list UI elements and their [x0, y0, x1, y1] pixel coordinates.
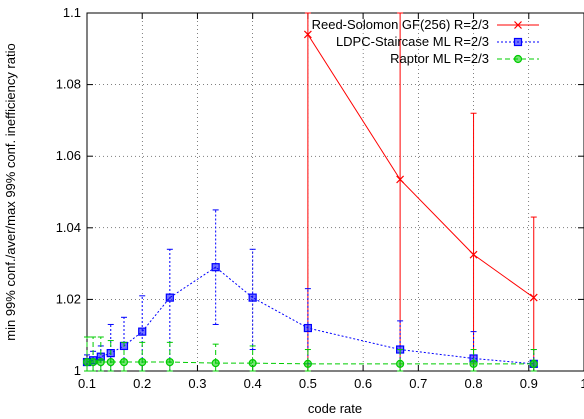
- data-point-stroke: [469, 250, 478, 259]
- series-1: [82, 209, 538, 372]
- data-point: [88, 357, 98, 367]
- y-tick-label: 1.02: [56, 291, 81, 306]
- y-tick-label: 1: [74, 363, 81, 378]
- x-tick-label: 0.3: [188, 376, 206, 391]
- data-point: [248, 359, 257, 368]
- data-point: [165, 293, 174, 302]
- legend-marker-stroke: [514, 21, 522, 29]
- data-point: [138, 357, 147, 367]
- legend-marker: [513, 37, 523, 47]
- data-point-stroke: [396, 175, 405, 184]
- legend-marker: [513, 54, 523, 64]
- x-tick-label: 0.1: [78, 376, 96, 391]
- y-tick-label: 1.04: [56, 220, 81, 235]
- x-axis-label: code rate: [308, 401, 362, 416]
- x-tick-label: 0.7: [409, 376, 427, 391]
- series-0: [303, 12, 538, 372]
- x-tick-label: 1: [580, 376, 584, 391]
- data-point: [469, 250, 478, 259]
- data-point: [138, 327, 147, 336]
- series-line: [307, 34, 535, 299]
- series-2: [82, 336, 538, 372]
- data-point: [119, 357, 129, 367]
- data-point: [303, 359, 312, 368]
- grid: [87, 13, 584, 371]
- x-tick-label: 0.5: [299, 376, 317, 391]
- y-tick-label: 1.08: [56, 77, 81, 92]
- x-tick-label: 0.8: [465, 376, 483, 391]
- data-point: [529, 293, 538, 302]
- data-point: [106, 357, 115, 367]
- plot-frame: [86, 12, 584, 372]
- data-point: [248, 293, 257, 302]
- y-axis-label: min 99% conf./aver/max 99% conf. ineffic…: [3, 43, 18, 340]
- x-tick-label: 0.9: [520, 376, 538, 391]
- x-tick-label: 0.4: [244, 376, 262, 391]
- legend-label: Reed-Solomon GF(256) R=2/3: [312, 17, 489, 32]
- axes: 0.1 0.2 0.3 0.4 0.5 0.6 0.7 0.8 0.9 1 1 1.02 1.04 1.0…: [56, 5, 584, 391]
- data-point-stroke: [303, 30, 312, 39]
- data-point: [303, 323, 312, 333]
- y-tick-label: 1.1: [63, 5, 81, 20]
- data-point: [165, 357, 174, 367]
- legend-label: Raptor ML R=2/3: [390, 51, 489, 66]
- data-point: [211, 263, 220, 272]
- series-layer: [82, 12, 538, 372]
- data-point: [396, 175, 405, 184]
- data-point: [396, 359, 405, 368]
- legend: Reed-Solomon GF(256) R=2/3 LDPC-Staircase…: [312, 17, 539, 66]
- legend-label: LDPC-Staircase ML R=2/3: [336, 34, 489, 49]
- y-tick-label: 1.06: [56, 148, 81, 163]
- data-point: [211, 359, 220, 368]
- data-point-stroke: [529, 293, 538, 302]
- data-point: [96, 357, 105, 367]
- x-tick-label: 0.6: [354, 376, 372, 391]
- data-point: [303, 30, 312, 39]
- data-point: [469, 359, 478, 368]
- legend-marker: [514, 21, 522, 29]
- data-point: [529, 359, 538, 368]
- x-tick-label: 0.2: [133, 376, 151, 391]
